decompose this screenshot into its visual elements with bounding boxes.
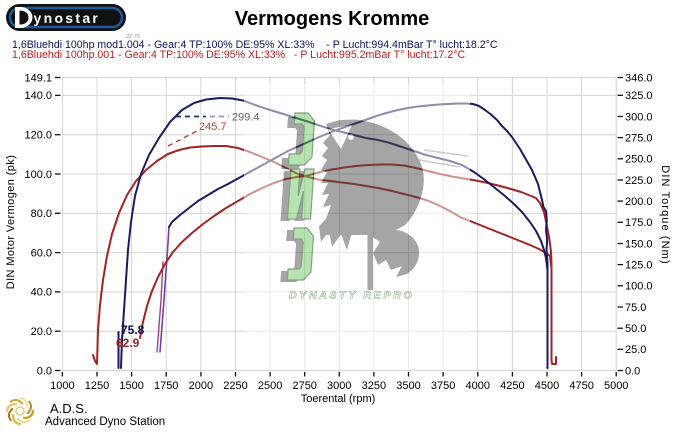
svg-text:80.0: 80.0 xyxy=(31,208,52,220)
svg-text:150.0: 150.0 xyxy=(625,238,653,250)
svg-text:Advanced Dyno Station: Advanced Dyno Station xyxy=(45,416,165,428)
svg-text:20.0: 20.0 xyxy=(31,326,52,338)
svg-text:4500: 4500 xyxy=(535,380,559,392)
svg-text:75.0: 75.0 xyxy=(625,302,646,314)
svg-text:2750: 2750 xyxy=(292,380,316,392)
svg-text:75.8: 75.8 xyxy=(121,323,145,337)
svg-text:40.0: 40.0 xyxy=(31,287,52,299)
svg-text:25.0: 25.0 xyxy=(625,344,646,356)
svg-text:275.0: 275.0 xyxy=(625,132,653,144)
svg-text:3750: 3750 xyxy=(431,380,455,392)
svg-text:2000: 2000 xyxy=(189,380,213,392)
svg-text:300.0: 300.0 xyxy=(625,111,653,123)
svg-text:..22.75: ..22.75 xyxy=(123,34,140,40)
svg-text:ynostar: ynostar xyxy=(34,10,101,26)
svg-text:125.0: 125.0 xyxy=(625,259,653,271)
svg-text:4000: 4000 xyxy=(466,380,490,392)
svg-text:120.0: 120.0 xyxy=(24,130,52,142)
svg-text:3500: 3500 xyxy=(396,380,420,392)
svg-text:1500: 1500 xyxy=(119,380,143,392)
svg-text:299.4: 299.4 xyxy=(232,112,260,124)
svg-text:DYNASTY REPRO: DYNASTY REPRO xyxy=(289,290,414,302)
svg-text:DIN Motor Vermogen (pk): DIN Motor Vermogen (pk) xyxy=(5,155,17,290)
svg-text:225.0: 225.0 xyxy=(625,175,653,187)
svg-text:50.0: 50.0 xyxy=(625,323,646,335)
svg-text:100.0: 100.0 xyxy=(24,169,52,181)
svg-text:3000: 3000 xyxy=(327,380,351,392)
svg-text:2500: 2500 xyxy=(258,380,282,392)
svg-text:5000: 5000 xyxy=(604,380,628,392)
svg-text:149.1: 149.1 xyxy=(24,72,52,84)
svg-text:1,6Bluehdi 100hp.001 - Gear:4: 1,6Bluehdi 100hp.001 - Gear:4 TP:100% DE… xyxy=(12,49,465,61)
svg-text:175.0: 175.0 xyxy=(625,217,653,229)
svg-text:62.9: 62.9 xyxy=(116,336,140,350)
svg-text:250.0: 250.0 xyxy=(625,154,653,166)
svg-text:DIN Torque (Nm): DIN Torque (Nm) xyxy=(659,165,671,264)
svg-text:0.0: 0.0 xyxy=(625,365,640,377)
svg-text:346.0: 346.0 xyxy=(625,72,653,84)
svg-text:1750: 1750 xyxy=(154,380,178,392)
svg-text:A.D.S.: A.D.S. xyxy=(50,401,88,416)
svg-text:4250: 4250 xyxy=(500,380,524,392)
svg-text:1,6Bluehdi 100hp mod1.004 - Ge: 1,6Bluehdi 100hp mod1.004 - Gear:4 TP:10… xyxy=(12,39,498,51)
svg-text:0.0: 0.0 xyxy=(37,365,52,377)
svg-text:325.0: 325.0 xyxy=(625,90,653,102)
svg-text:245.7: 245.7 xyxy=(199,121,227,133)
svg-text:100.0: 100.0 xyxy=(625,281,653,293)
svg-text:3250: 3250 xyxy=(362,380,386,392)
svg-text:200.0: 200.0 xyxy=(625,196,653,208)
svg-text:60.0: 60.0 xyxy=(31,247,52,259)
svg-text:Toerental (rpm): Toerental (rpm) xyxy=(301,393,376,405)
svg-text:1000: 1000 xyxy=(50,380,74,392)
svg-text:1250: 1250 xyxy=(85,380,109,392)
svg-text:140.0: 140.0 xyxy=(24,90,52,102)
svg-text:Vermogens Kromme: Vermogens Kromme xyxy=(235,8,430,30)
svg-text:2250: 2250 xyxy=(223,380,247,392)
svg-text:4750: 4750 xyxy=(569,380,593,392)
